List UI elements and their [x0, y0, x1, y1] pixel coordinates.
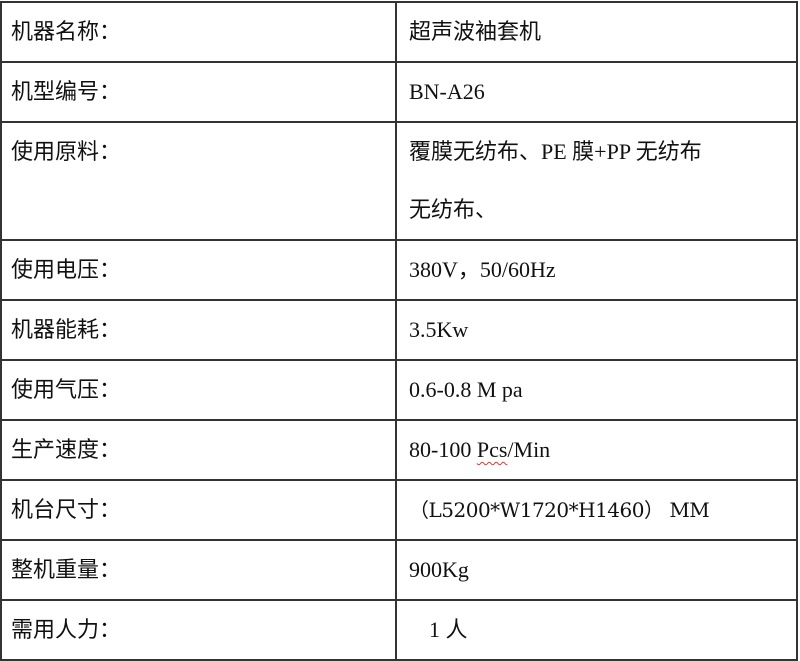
- row-value: 超声波袖套机: [395, 1, 798, 63]
- row-value: BN-A26: [395, 61, 798, 123]
- row-value: 380V，50/60Hz: [395, 239, 798, 301]
- row-value: 1 人: [395, 599, 798, 661]
- spellcheck-flagged-word: Pcs: [476, 437, 508, 462]
- row-value: 覆膜无纺布、PE 膜+PP 无纺布 无纺布、: [395, 121, 798, 241]
- table-row: 使用原料： 覆膜无纺布、PE 膜+PP 无纺布 无纺布、: [0, 121, 798, 241]
- table-row: 使用气压： 0.6-0.8 M pa: [0, 359, 798, 421]
- row-value: 3.5Kw: [395, 299, 798, 361]
- row-label: 机器名称：: [0, 1, 397, 63]
- row-value: 900Kg: [395, 539, 798, 601]
- table-row: 整机重量： 900Kg: [0, 539, 798, 601]
- table-row: 生产速度： 80-100 Pcs/Min: [0, 419, 798, 481]
- table-row: 使用电压： 380V，50/60Hz: [0, 239, 798, 301]
- table-row: 机台尺寸： （L5200*W1720*H1460） MM: [0, 479, 798, 541]
- row-label: 机型编号：: [0, 61, 397, 123]
- row-label: 使用气压：: [0, 359, 397, 421]
- row-label: 使用原料：: [0, 121, 397, 241]
- row-label: 需用人力：: [0, 599, 397, 661]
- table-row: 机器能耗： 3.5Kw: [0, 299, 798, 361]
- row-label: 机台尺寸：: [0, 479, 397, 541]
- row-value: 0.6-0.8 M pa: [395, 359, 798, 421]
- row-label: 机器能耗：: [0, 299, 397, 361]
- table-row: 机器名称： 超声波袖套机: [0, 1, 798, 63]
- table-row: 机型编号： BN-A26: [0, 61, 798, 123]
- row-value: （L5200*W1720*H1460） MM: [395, 479, 798, 541]
- row-label: 整机重量：: [0, 539, 397, 601]
- table-row: 需用人力： 1 人: [0, 599, 798, 661]
- row-label: 使用电压：: [0, 239, 397, 301]
- row-value: 80-100 Pcs/Min: [395, 419, 798, 481]
- row-label: 生产速度：: [0, 419, 397, 481]
